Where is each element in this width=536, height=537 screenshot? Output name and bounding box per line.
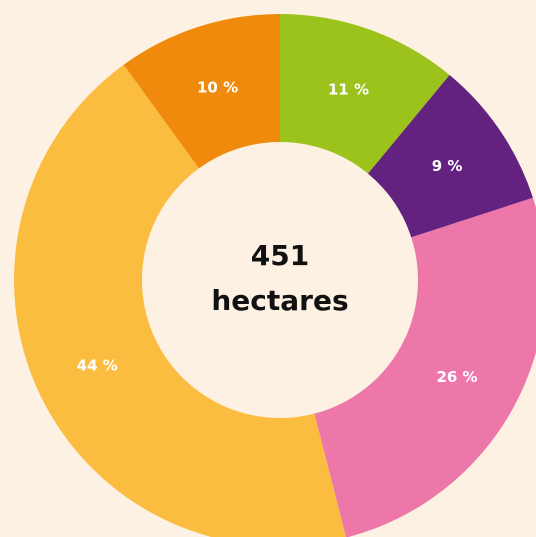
- segment-label: 11 %: [328, 80, 369, 98]
- donut-segment: [280, 14, 450, 174]
- donut-segment: [367, 75, 533, 238]
- center-unit: hectares: [211, 284, 348, 317]
- segment-label: 26 %: [436, 368, 477, 386]
- donut-segment: [14, 64, 346, 537]
- segment-label: 9 %: [432, 157, 463, 175]
- donut-segment: [123, 14, 280, 169]
- donut-segment: [314, 197, 536, 537]
- center-number: 451: [251, 239, 309, 272]
- segment-label: 10 %: [197, 78, 238, 96]
- segment-label: 44 %: [77, 357, 118, 375]
